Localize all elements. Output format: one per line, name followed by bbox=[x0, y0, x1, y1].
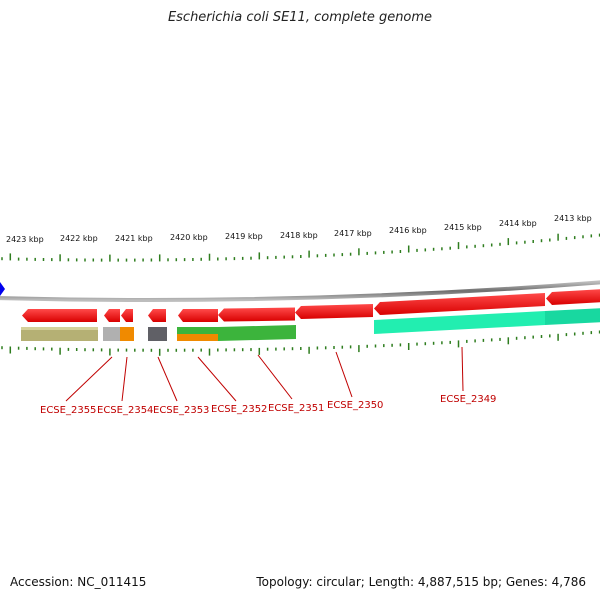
topology-text: Topology: circular; Length: 4,887,515 bp… bbox=[256, 575, 586, 589]
feature-blocks bbox=[21, 308, 600, 341]
leader-line bbox=[65, 356, 113, 402]
leader-line bbox=[335, 351, 353, 398]
feature-block bbox=[177, 327, 218, 334]
kbp-labels: 2423 kbp 2422 kbp 2421 kbp 2420 kbp 2419… bbox=[6, 214, 592, 244]
gene-label: ECSE_2352 bbox=[211, 404, 267, 415]
feature-block bbox=[120, 327, 134, 341]
gene-arrow bbox=[104, 309, 120, 322]
kbp-ticks-bottom bbox=[1, 330, 600, 356]
genome-backbone bbox=[0, 280, 600, 302]
position-marker-icon bbox=[0, 282, 5, 296]
gene-label: ECSE_2351 bbox=[268, 403, 324, 414]
kbp-label: 2419 kbp bbox=[225, 232, 263, 241]
gene-arrow bbox=[22, 309, 97, 322]
gene-label: ECSE_2354 bbox=[97, 405, 153, 416]
map-title: Escherichia coli SE11, complete genome bbox=[167, 10, 433, 25]
feature-block bbox=[374, 311, 545, 334]
kbp-label: 2416 kbp bbox=[389, 226, 427, 235]
feature-block bbox=[21, 327, 98, 330]
kbp-label: 2414 kbp bbox=[499, 219, 537, 228]
gene-label: ECSE_2350 bbox=[327, 400, 383, 411]
leader-line bbox=[197, 356, 237, 402]
kbp-label: 2418 kbp bbox=[280, 231, 318, 240]
feature-block bbox=[545, 308, 600, 325]
kbp-label: 2421 kbp bbox=[115, 234, 153, 243]
gene-arrows bbox=[22, 289, 600, 322]
feature-block bbox=[218, 325, 296, 341]
gene-labels: ECSE_2355 ECSE_2354 ECSE_2353 ECSE_2352 … bbox=[40, 394, 496, 416]
kbp-label: 2415 kbp bbox=[444, 223, 482, 232]
kbp-label: 2423 kbp bbox=[6, 235, 44, 244]
gene-arrow bbox=[374, 293, 545, 315]
kbp-label: 2420 kbp bbox=[170, 233, 208, 242]
gene-arrow bbox=[218, 307, 295, 322]
kbp-label: 2413 kbp bbox=[554, 214, 592, 223]
leader-line bbox=[257, 354, 293, 400]
gene-arrow bbox=[121, 309, 133, 322]
accession-text: Accession: NC_011415 bbox=[10, 575, 147, 589]
gene-arrow bbox=[295, 304, 373, 319]
gene-arrow bbox=[546, 289, 600, 305]
feature-block bbox=[21, 327, 98, 341]
leader-line bbox=[461, 346, 464, 392]
kbp-label: 2417 kbp bbox=[334, 229, 372, 238]
kbp-label: 2422 kbp bbox=[60, 234, 98, 243]
leader-lines bbox=[65, 346, 464, 402]
feature-block bbox=[177, 334, 218, 341]
feature-block bbox=[148, 327, 167, 341]
gene-label: ECSE_2353 bbox=[153, 405, 209, 416]
leader-line bbox=[157, 356, 178, 402]
feature-block bbox=[103, 327, 120, 341]
gene-arrow bbox=[148, 309, 166, 322]
gene-label: ECSE_2349 bbox=[440, 394, 496, 405]
gene-arrow bbox=[178, 309, 218, 322]
gene-label: ECSE_2355 bbox=[40, 405, 96, 416]
leader-line bbox=[121, 356, 128, 402]
